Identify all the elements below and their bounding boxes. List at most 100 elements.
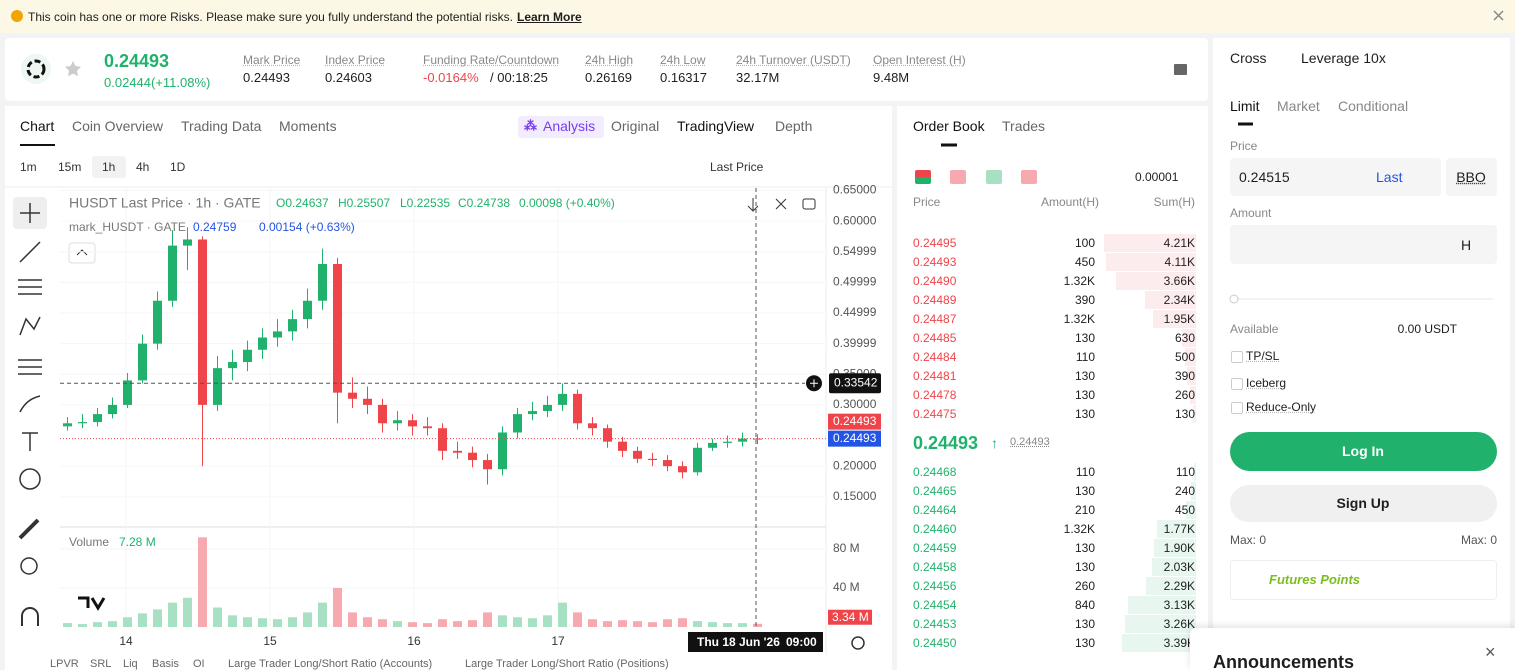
book-price[interactable]: 0.24493 [913,255,957,269]
indicator-tab[interactable]: SRL [90,658,112,670]
order-type-tab[interactable]: Limit [1230,98,1260,114]
slider-thumb[interactable] [1229,294,1239,304]
book-price[interactable]: 0.24487 [913,312,957,326]
collapse-button[interactable] [68,242,96,264]
book-tab[interactable]: Trades [1002,118,1046,134]
precision-select[interactable]: 0.00001 [1135,170,1179,184]
view-tab[interactable]: Analysis [543,118,596,134]
book-price[interactable]: 0.24453 [913,617,957,631]
bbo-button[interactable] [1446,158,1497,196]
price-ref[interactable]: Last [1376,169,1403,185]
line-tool[interactable] [19,241,41,263]
book-price[interactable]: 0.24485 [913,331,957,345]
interval-button[interactable]: 4h [136,160,150,174]
order-type-tab[interactable]: Conditional [1338,98,1409,114]
brush-tool[interactable] [19,395,41,413]
indicator-tab[interactable]: Basis [152,658,179,670]
chart-tab[interactable]: Trading Data [181,118,262,134]
order-type-tab[interactable]: Market [1277,98,1320,114]
checkbox[interactable] [1231,378,1243,390]
amount-input[interactable] [1230,225,1497,264]
emoji-tool[interactable] [19,468,41,490]
checkbox[interactable] [1231,351,1243,363]
checkbox[interactable] [1231,402,1243,414]
book-price[interactable]: 0.24458 [913,560,957,574]
fib-tool[interactable] [18,279,42,295]
mark-value: 0.24759 [193,220,237,234]
magnet-tool[interactable] [21,607,39,626]
book-price[interactable]: 0.24464 [913,503,957,517]
signup-button[interactable] [1230,485,1497,522]
candle-body [138,343,147,381]
depth-bar [1190,386,1196,404]
book-price[interactable]: 0.24489 [913,293,957,307]
book-sum: 240 [1174,484,1195,498]
book-tab[interactable]: Order Book [913,118,985,134]
book-view-icon[interactable] [986,170,1002,184]
indicator-tab[interactable]: Large Trader Long/Short Ratio (Positions… [465,658,669,670]
login-button[interactable] [1230,432,1497,471]
y-tick-label: 0.49999 [833,275,877,289]
book-price[interactable]: 0.24478 [913,388,957,402]
fit-icon[interactable] [775,198,787,210]
price-source[interactable]: Last Price [710,160,764,174]
candle-body [573,393,582,424]
book-price[interactable]: 0.24481 [913,369,957,383]
book-price[interactable]: 0.24450 [913,636,957,650]
amount-unit[interactable]: H [1461,237,1472,253]
interval-button[interactable]: 1D [170,160,186,174]
favorite-star[interactable] [65,61,81,77]
book-price[interactable]: 0.24454 [913,598,957,612]
view-tab[interactable]: TradingView [677,118,755,134]
view-tab[interactable]: Depth [775,118,813,134]
leverage[interactable]: Leverage 10x [1301,50,1386,66]
zoom-tool[interactable] [20,557,38,575]
indicator-tab[interactable]: Large Trader Long/Short Ratio (Accounts) [228,658,433,670]
interval-button[interactable]: 15m [58,160,82,174]
candle-body [543,404,552,412]
price-input[interactable] [1230,158,1441,196]
settings-icon[interactable] [851,636,865,650]
book-price[interactable]: 0.24459 [913,541,957,555]
banner-text: This coin has one or more Risks. Please … [28,10,513,24]
book-price[interactable]: 0.24460 [913,522,957,536]
futures-points-card[interactable] [1230,560,1497,600]
interval-button[interactable]: 1m [20,160,37,174]
candle-body [708,442,717,448]
close-announcement[interactable]: × [1485,642,1496,662]
book-price[interactable]: 0.24465 [913,484,957,498]
price-value: 0.24515 [1239,169,1290,185]
chart-tab[interactable]: Coin Overview [72,118,164,134]
reset-icon[interactable] [802,198,816,210]
chart-tab[interactable]: Moments [279,118,337,134]
close-icon[interactable] [1493,10,1504,21]
book-sum: 3.26K [1163,617,1195,631]
margin-mode[interactable]: Cross [1230,50,1267,66]
view-tab[interactable]: Original [611,118,660,134]
crosshair-tool[interactable] [20,203,40,223]
ruler-tool[interactable] [18,518,40,540]
book-view-icon[interactable] [1021,170,1037,184]
book-view-icon[interactable] [915,170,931,184]
crosshair-label: 0.33542 [834,375,878,389]
book-icon[interactable] [1174,64,1187,75]
pattern-tool[interactable] [19,316,41,336]
scroll-icon[interactable] [747,198,759,212]
chart-tab[interactable]: Chart [20,118,55,134]
book-price[interactable]: 0.24490 [913,274,957,288]
interval-button[interactable]: 1h [102,160,116,174]
book-price[interactable]: 0.24468 [913,465,957,479]
book-price[interactable]: 0.24484 [913,350,957,364]
indicator-tab[interactable]: LPVR [50,658,79,670]
indicator-tab[interactable]: Liq [123,658,138,670]
learn-more-link[interactable]: Learn More [517,10,582,24]
book-price[interactable]: 0.24475 [913,407,957,421]
book-view-icon[interactable] [950,170,966,184]
x-tick-label: 17 [551,634,565,648]
prediction-tool[interactable] [18,359,42,375]
book-price[interactable]: 0.24456 [913,579,957,593]
volume-bar [468,620,477,627]
indicator-tab[interactable]: OI [193,658,205,670]
text-tool[interactable] [22,432,38,451]
book-price[interactable]: 0.24495 [913,236,957,250]
